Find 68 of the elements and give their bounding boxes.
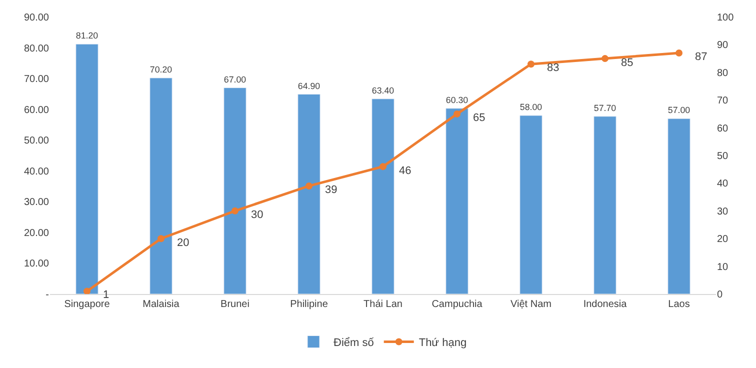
data-label: 70.20 xyxy=(150,64,172,75)
data-label: 67.00 xyxy=(224,74,246,84)
x-tick-label: Indonesia xyxy=(583,299,628,310)
point xyxy=(84,288,90,295)
y2-tick-label: 10 xyxy=(717,262,729,273)
y-tick-label: 10.00 xyxy=(24,258,50,270)
x-tick-label: Campuchia xyxy=(432,299,483,310)
y-tick-label: 90.00 xyxy=(24,12,50,24)
data-label: 60.30 xyxy=(446,94,468,105)
x-tick-label: Philipine xyxy=(290,299,328,310)
y2-tick-label: 80 xyxy=(717,68,729,79)
bar xyxy=(224,88,246,294)
y2-tick-label: 90 xyxy=(717,40,729,52)
y-tick-label: 70.00 xyxy=(24,74,50,86)
data-label: 63.40 xyxy=(372,85,394,96)
x-tick-label: Thái Lan xyxy=(364,299,402,310)
data-label: 58.00 xyxy=(520,102,542,112)
x-tick-label: Laos xyxy=(668,299,690,310)
bar xyxy=(372,98,394,294)
point xyxy=(454,110,460,118)
legend-label: Điểm số xyxy=(334,337,374,350)
point xyxy=(676,50,682,57)
bar xyxy=(668,118,690,294)
y2-tick-label: 30 xyxy=(717,206,729,218)
point xyxy=(602,55,608,62)
data-label: 57.00 xyxy=(668,105,690,116)
bar xyxy=(150,78,172,294)
x-tick-label: Brunei xyxy=(220,299,250,310)
bar xyxy=(76,44,98,294)
x-tick-label: Việt Nam xyxy=(510,299,552,310)
y2-tick-label: 100 xyxy=(717,12,734,24)
data-label: 64.90 xyxy=(298,80,320,91)
point xyxy=(380,163,386,170)
x-tick-label: Malaisia xyxy=(142,299,180,310)
y-tick-label: 60.00 xyxy=(24,104,50,116)
point xyxy=(306,182,312,190)
y-tick-label: 40.00 xyxy=(24,166,50,178)
y2-tick-label: 70 xyxy=(717,96,729,107)
data-label: 81.20 xyxy=(76,30,98,41)
y-tick-label: 80.00 xyxy=(24,43,50,54)
data-label: 87 xyxy=(695,51,708,63)
bar xyxy=(446,108,468,294)
legend-label: Thứ hạng xyxy=(418,337,467,350)
y2-tick-label: 40 xyxy=(717,178,729,190)
y-tick-label: 30.00 xyxy=(24,197,50,208)
bar xyxy=(520,115,542,294)
data-label: 57.70 xyxy=(594,102,616,113)
y-tick-label: - xyxy=(46,290,49,300)
point xyxy=(232,207,238,214)
data-label: 20 xyxy=(177,237,190,249)
y2-tick-label: 50 xyxy=(717,151,729,162)
y-tick-label: 20.00 xyxy=(24,228,50,239)
data-label: 1 xyxy=(103,289,110,301)
y2-tick-label: 60 xyxy=(717,123,729,134)
data-label: 30 xyxy=(251,209,264,221)
data-label: 46 xyxy=(399,165,412,177)
data-label: 65 xyxy=(473,112,486,124)
y2-tick-label: 0 xyxy=(717,290,723,300)
point xyxy=(158,235,164,242)
bar xyxy=(594,116,616,294)
data-label: 85 xyxy=(621,57,634,69)
data-label: 83 xyxy=(547,62,560,74)
y2-tick-label: 20 xyxy=(717,234,729,246)
y-tick-label: 50.00 xyxy=(24,136,50,147)
x-tick-label: Singapore xyxy=(64,299,110,310)
bar xyxy=(298,94,320,294)
data-label: 39 xyxy=(325,184,338,196)
point xyxy=(528,60,534,68)
